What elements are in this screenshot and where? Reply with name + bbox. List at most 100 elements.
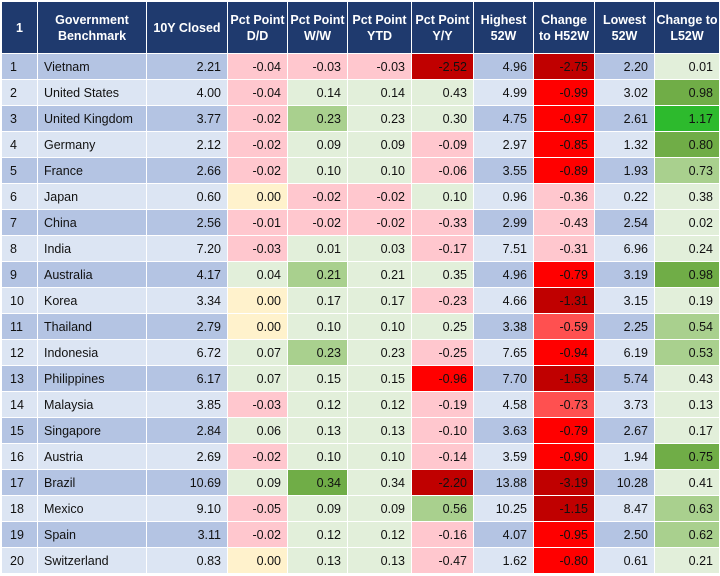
cell-change-h52w: -0.43 bbox=[533, 209, 595, 236]
header-lowest-52w[interactable]: Lowest 52W bbox=[594, 1, 655, 54]
table-row: 9 Australia 4.17 0.04 0.21 0.21 0.35 4.96 -0.79 3… bbox=[1, 261, 720, 288]
cell-change-l52w: 0.98 bbox=[654, 261, 720, 288]
cell-index: 10 bbox=[1, 287, 38, 314]
cell-pct-ww: 0.23 bbox=[287, 339, 348, 366]
cell-benchmark: Spain bbox=[37, 521, 147, 548]
cell-index: 13 bbox=[1, 365, 38, 392]
cell-lowest-52w: 2.20 bbox=[594, 53, 655, 80]
cell-10y-closed: 3.34 bbox=[146, 287, 228, 314]
cell-benchmark: Thailand bbox=[37, 313, 147, 340]
cell-pct-ww: 0.17 bbox=[287, 287, 348, 314]
cell-change-h52w: -0.31 bbox=[533, 235, 595, 262]
cell-benchmark: Switzerland bbox=[37, 547, 147, 574]
cell-lowest-52w: 8.47 bbox=[594, 495, 655, 522]
table-row: 17 Brazil 10.69 0.09 0.34 0.34 -2.20 13.88 -3.19… bbox=[1, 469, 720, 496]
cell-change-h52w: -0.79 bbox=[533, 417, 595, 444]
cell-pct-dd: -0.02 bbox=[227, 521, 288, 548]
cell-lowest-52w: 2.50 bbox=[594, 521, 655, 548]
cell-lowest-52w: 10.28 bbox=[594, 469, 655, 496]
cell-highest-52w: 4.07 bbox=[473, 521, 534, 548]
cell-pct-yy: 0.30 bbox=[411, 105, 474, 132]
cell-change-h52w: -1.15 bbox=[533, 495, 595, 522]
cell-pct-ytd: 0.13 bbox=[347, 417, 412, 444]
cell-pct-ww: 0.34 bbox=[287, 469, 348, 496]
header-change-l52w[interactable]: Change to L52W bbox=[654, 1, 720, 54]
header-pct-ytd[interactable]: Pct Point YTD bbox=[347, 1, 412, 54]
header-index[interactable]: 1 bbox=[1, 1, 38, 54]
cell-change-l52w: 0.54 bbox=[654, 313, 720, 340]
table-row: 13 Philippines 6.17 0.07 0.15 0.15 -0.96 7.70 -1… bbox=[1, 365, 720, 392]
cell-index: 16 bbox=[1, 443, 38, 470]
cell-highest-52w: 2.97 bbox=[473, 131, 534, 158]
header-pct-yy[interactable]: Pct Point Y/Y bbox=[411, 1, 474, 54]
header-10y-closed[interactable]: 10Y Closed bbox=[146, 1, 228, 54]
cell-change-h52w: -0.73 bbox=[533, 391, 595, 418]
cell-pct-ytd: 0.10 bbox=[347, 157, 412, 184]
cell-pct-dd: 0.07 bbox=[227, 339, 288, 366]
cell-pct-yy: -0.17 bbox=[411, 235, 474, 262]
table-row: 12 Indonesia 6.72 0.07 0.23 0.23 -0.25 7.65 -0.9… bbox=[1, 339, 720, 366]
cell-10y-closed: 2.69 bbox=[146, 443, 228, 470]
cell-10y-closed: 3.85 bbox=[146, 391, 228, 418]
cell-lowest-52w: 3.15 bbox=[594, 287, 655, 314]
cell-pct-dd: 0.00 bbox=[227, 183, 288, 210]
cell-highest-52w: 3.63 bbox=[473, 417, 534, 444]
cell-pct-yy: -0.23 bbox=[411, 287, 474, 314]
cell-pct-ytd: 0.03 bbox=[347, 235, 412, 262]
cell-benchmark: United States bbox=[37, 79, 147, 106]
cell-pct-dd: -0.05 bbox=[227, 495, 288, 522]
table-row: 20 Switzerland 0.83 0.00 0.13 0.13 -0.47 1.62 -0… bbox=[1, 547, 720, 574]
cell-pct-yy: -0.47 bbox=[411, 547, 474, 574]
cell-pct-ytd: 0.21 bbox=[347, 261, 412, 288]
cell-benchmark: Germany bbox=[37, 131, 147, 158]
cell-pct-dd: -0.03 bbox=[227, 235, 288, 262]
cell-change-l52w: 0.02 bbox=[654, 209, 720, 236]
cell-index: 7 bbox=[1, 209, 38, 236]
cell-pct-ytd: 0.12 bbox=[347, 521, 412, 548]
cell-change-l52w: 0.38 bbox=[654, 183, 720, 210]
cell-index: 9 bbox=[1, 261, 38, 288]
cell-change-h52w: -0.95 bbox=[533, 521, 595, 548]
cell-change-l52w: 0.17 bbox=[654, 417, 720, 444]
cell-pct-yy: -0.10 bbox=[411, 417, 474, 444]
cell-change-h52w: -0.85 bbox=[533, 131, 595, 158]
cell-change-l52w: 0.98 bbox=[654, 79, 720, 106]
cell-change-l52w: 0.53 bbox=[654, 339, 720, 366]
cell-highest-52w: 4.99 bbox=[473, 79, 534, 106]
header-change-h52w[interactable]: Change to H52W bbox=[533, 1, 595, 54]
header-pct-dd[interactable]: Pct Point D/D bbox=[227, 1, 288, 54]
table-row: 8 India 7.20 -0.03 0.01 0.03 -0.17 7.51 -0.31 6.9… bbox=[1, 235, 720, 262]
table-row: 6 Japan 0.60 0.00 -0.02 -0.02 0.10 0.96 -0.36 0.2… bbox=[1, 183, 720, 210]
cell-pct-dd: 0.00 bbox=[227, 547, 288, 574]
cell-pct-dd: -0.02 bbox=[227, 105, 288, 132]
cell-pct-ww: 0.09 bbox=[287, 131, 348, 158]
cell-pct-yy: -0.19 bbox=[411, 391, 474, 418]
cell-lowest-52w: 0.61 bbox=[594, 547, 655, 574]
cell-highest-52w: 4.58 bbox=[473, 391, 534, 418]
cell-lowest-52w: 2.61 bbox=[594, 105, 655, 132]
cell-highest-52w: 4.75 bbox=[473, 105, 534, 132]
header-highest-52w[interactable]: Highest 52W bbox=[473, 1, 534, 54]
table-row: 1 Vietnam 2.21 -0.04 -0.03 -0.03 -2.52 4.96 -2.7… bbox=[1, 53, 720, 80]
cell-benchmark: Malaysia bbox=[37, 391, 147, 418]
header-pct-ww[interactable]: Pct Point W/W bbox=[287, 1, 348, 54]
cell-pct-ww: 0.01 bbox=[287, 235, 348, 262]
cell-pct-ww: 0.23 bbox=[287, 105, 348, 132]
cell-index: 1 bbox=[1, 53, 38, 80]
cell-benchmark: Australia bbox=[37, 261, 147, 288]
cell-highest-52w: 4.96 bbox=[473, 261, 534, 288]
cell-index: 2 bbox=[1, 79, 38, 106]
header-row: 1 Government Benchmark 10Y Closed Pct Po… bbox=[1, 1, 720, 54]
cell-pct-ytd: 0.12 bbox=[347, 391, 412, 418]
cell-10y-closed: 0.83 bbox=[146, 547, 228, 574]
cell-10y-closed: 7.20 bbox=[146, 235, 228, 262]
cell-change-h52w: -2.75 bbox=[533, 53, 595, 80]
cell-benchmark: Mexico bbox=[37, 495, 147, 522]
header-benchmark[interactable]: Government Benchmark bbox=[37, 1, 147, 54]
cell-index: 11 bbox=[1, 313, 38, 340]
cell-pct-ytd: -0.03 bbox=[347, 53, 412, 80]
cell-pct-dd: -0.04 bbox=[227, 79, 288, 106]
cell-pct-dd: -0.02 bbox=[227, 131, 288, 158]
cell-benchmark: Singapore bbox=[37, 417, 147, 444]
cell-pct-ww: 0.13 bbox=[287, 547, 348, 574]
